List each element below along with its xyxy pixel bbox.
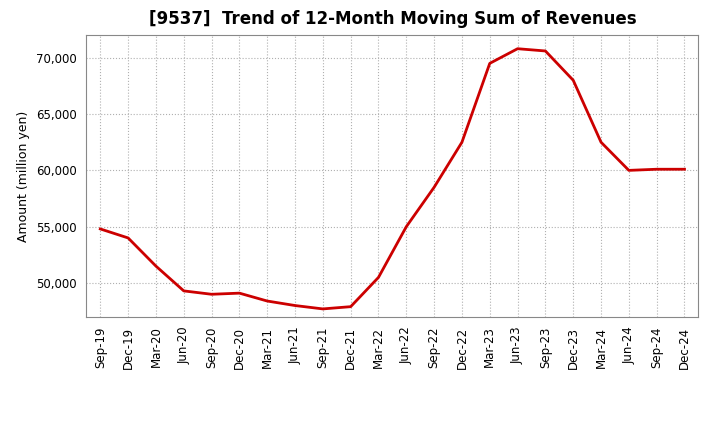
Y-axis label: Amount (million yen): Amount (million yen): [17, 110, 30, 242]
Title: [9537]  Trend of 12-Month Moving Sum of Revenues: [9537] Trend of 12-Month Moving Sum of R…: [148, 10, 636, 28]
